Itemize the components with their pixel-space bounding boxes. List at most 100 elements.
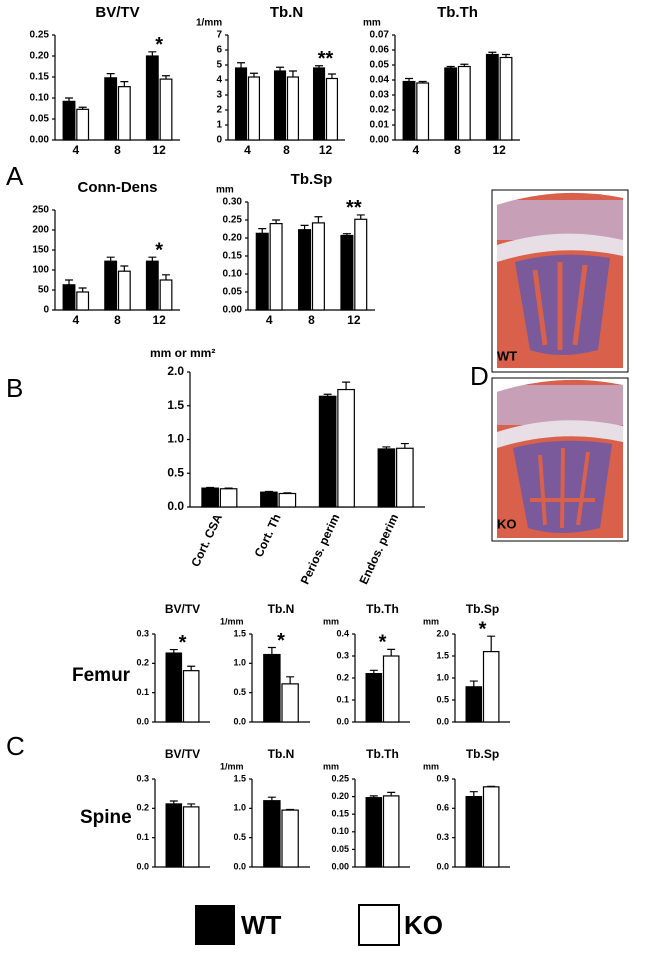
error-bar xyxy=(356,214,365,220)
bar xyxy=(145,55,159,141)
panel-label: D xyxy=(470,361,489,391)
bar xyxy=(444,67,458,141)
bar xyxy=(263,653,281,723)
bar xyxy=(365,797,383,868)
error-bar xyxy=(78,287,87,292)
chart-title: BV/TV xyxy=(165,602,200,616)
legend-label: KO xyxy=(404,910,443,940)
y-tick-label: 0.0 xyxy=(167,499,184,513)
y-tick-label: 0.20 xyxy=(223,233,243,244)
x-tick-label: 12 xyxy=(319,143,333,157)
bar xyxy=(354,218,368,311)
y-tick-label: 7 xyxy=(216,30,222,41)
error-bar xyxy=(369,795,378,798)
error-bar xyxy=(469,791,478,797)
x-tick-label: 12 xyxy=(492,143,506,157)
y-tick-label: 0.6 xyxy=(436,803,449,813)
bar xyxy=(278,492,297,508)
bar xyxy=(482,650,500,723)
y-tick-label: 1.5 xyxy=(436,650,449,660)
error-bar xyxy=(286,676,295,684)
y-tick-label: 0.06 xyxy=(370,45,390,56)
bar xyxy=(365,672,383,723)
bar xyxy=(382,655,400,723)
bar xyxy=(269,223,283,311)
y-tick-label: 6 xyxy=(216,45,222,56)
bar xyxy=(318,395,337,508)
image-label: WT xyxy=(497,348,517,363)
error-bar xyxy=(387,648,396,656)
y-tick-label: 0.0 xyxy=(136,861,149,871)
error-bar xyxy=(78,106,87,110)
bar xyxy=(377,448,396,508)
error-bar xyxy=(267,646,276,655)
bar xyxy=(281,683,299,723)
error-bar xyxy=(286,808,295,811)
error-bar xyxy=(148,256,157,262)
error-bar xyxy=(400,442,409,449)
bar xyxy=(382,795,400,868)
y-tick-label: 0.15 xyxy=(30,72,50,83)
error-bar xyxy=(65,97,73,102)
y-tick-label: 100 xyxy=(32,265,49,276)
bar xyxy=(201,487,219,508)
chart-title: Tb.Th xyxy=(437,4,478,21)
x-tick-label: 12 xyxy=(347,313,361,327)
y-tick-label: 0.3 xyxy=(336,650,349,660)
y-tick-label: 0 xyxy=(43,305,49,316)
y-tick-label: 0.2 xyxy=(136,803,149,813)
bar xyxy=(182,670,200,723)
y-tick-label: 0.3 xyxy=(136,628,149,638)
y-tick-label: 0 xyxy=(216,135,222,146)
y-tick-label: 1.0 xyxy=(436,672,449,682)
y-tick-label: 0.25 xyxy=(331,773,349,783)
y-tick-label: 0.2 xyxy=(136,658,149,668)
histology-image: WT KO xyxy=(491,189,629,542)
y-tick-label: 1.0 xyxy=(233,803,246,813)
legend-swatch xyxy=(358,904,400,946)
y-tick-label: 50 xyxy=(38,285,50,296)
bar xyxy=(263,800,281,868)
y-tick-label: 1.0 xyxy=(167,432,184,446)
y-tick-label: 0.05 xyxy=(370,60,390,71)
x-tick-label: Endos. perim xyxy=(356,512,401,587)
error-bar xyxy=(237,62,246,68)
bar xyxy=(62,284,76,311)
bar xyxy=(255,232,269,311)
x-tick-label: 4 xyxy=(412,143,419,157)
panel-label: B xyxy=(6,373,23,403)
error-bar xyxy=(276,66,285,71)
y-tick-label: 0.03 xyxy=(370,90,390,101)
chart-title: Tb.N xyxy=(270,4,303,21)
y-tick-label: 0.5 xyxy=(436,694,449,704)
row-label: Femur xyxy=(72,665,131,686)
error-bar xyxy=(446,65,455,68)
error-bar xyxy=(120,81,129,87)
bar xyxy=(281,809,299,868)
image-label: KO xyxy=(497,516,517,531)
significance-mark: ** xyxy=(318,48,334,70)
bar xyxy=(159,279,173,311)
bar xyxy=(465,795,483,868)
y-tick-label: 0.10 xyxy=(331,826,349,836)
y-tick-label: 0.2 xyxy=(336,672,349,682)
error-bar xyxy=(169,800,178,804)
legend-label: WT xyxy=(241,910,282,940)
y-tick-label: 4 xyxy=(216,75,222,86)
y-tick-label: 200 xyxy=(32,225,49,236)
error-bar xyxy=(315,65,324,68)
axis-unit: 1/mm xyxy=(220,761,244,771)
x-tick-label: 8 xyxy=(308,313,315,327)
error-bar xyxy=(187,803,196,807)
error-bar xyxy=(469,680,478,687)
error-bar xyxy=(206,486,215,489)
y-tick-label: 1.5 xyxy=(233,773,246,783)
error-bar xyxy=(272,219,281,224)
bar xyxy=(104,77,118,141)
x-tick-label: 4 xyxy=(244,143,251,157)
y-tick-label: 5 xyxy=(216,60,222,71)
axis-unit: 1/mm xyxy=(220,616,244,626)
error-bar xyxy=(405,77,413,82)
error-bar xyxy=(314,216,323,223)
bar xyxy=(311,222,325,311)
